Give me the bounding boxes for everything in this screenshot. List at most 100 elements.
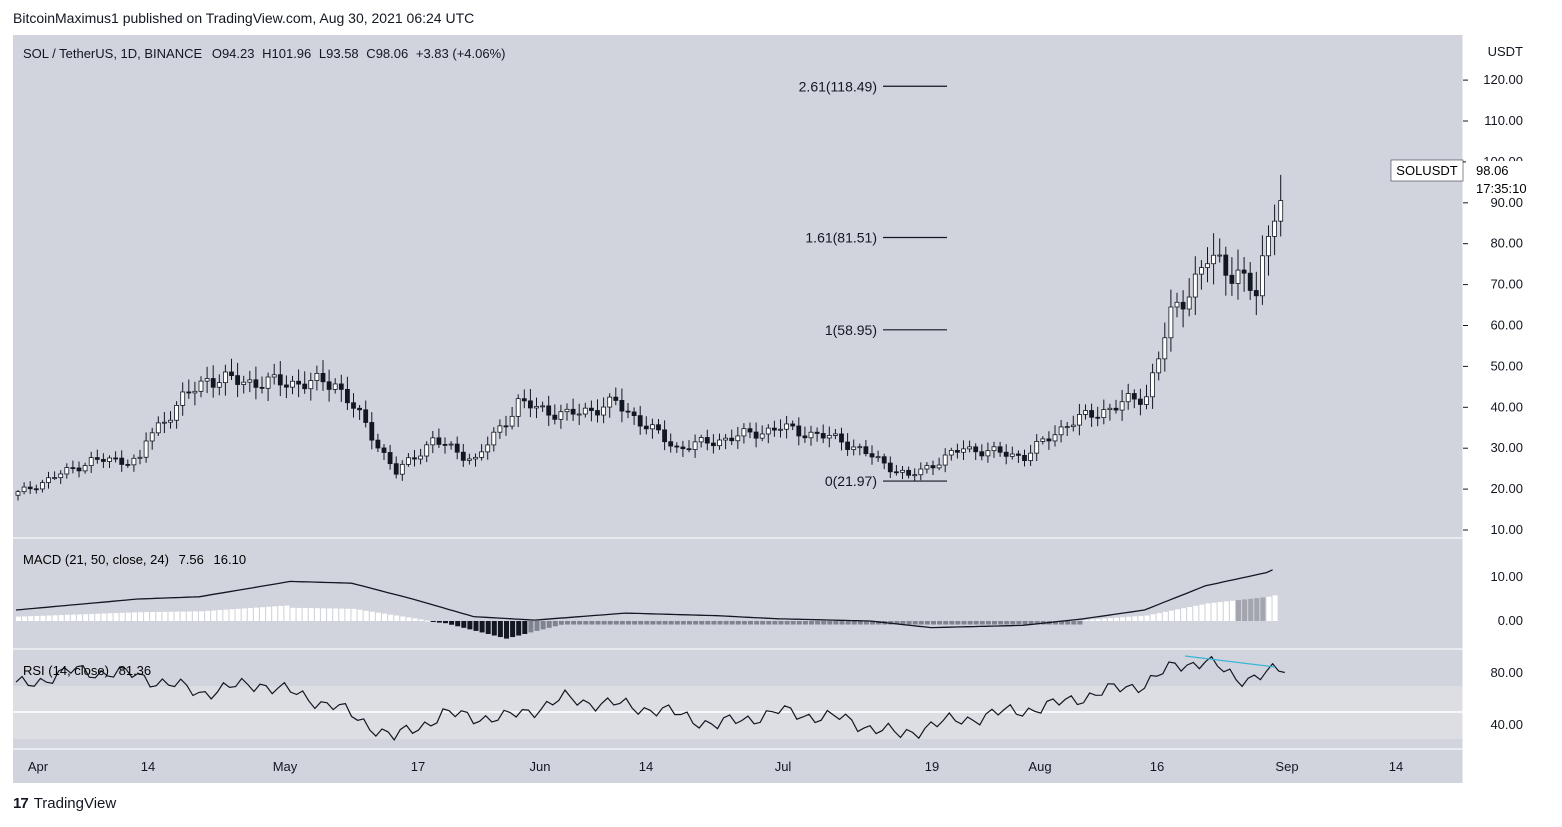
- candle-body: [101, 458, 106, 462]
- macd-histogram-bar: [815, 621, 821, 625]
- candle-body: [826, 435, 832, 439]
- macd-histogram-bar: [613, 621, 619, 625]
- candle-body: [589, 407, 594, 411]
- macd-histogram-bar: [741, 621, 747, 625]
- candle-body: [247, 379, 253, 383]
- macd-histogram-bar: [1272, 595, 1278, 621]
- footer-brand[interactable]: 17 TradingView: [13, 795, 116, 812]
- candle-body: [235, 375, 241, 385]
- macd-histogram-bar: [546, 621, 552, 628]
- candle-body: [1034, 441, 1040, 454]
- candle-body: [528, 400, 533, 409]
- candle-body: [308, 380, 314, 390]
- macd-histogram-bar: [565, 621, 570, 625]
- time-tick-label: 16: [1150, 759, 1164, 774]
- macd-histogram-bar: [711, 621, 717, 625]
- candle-body: [302, 383, 308, 390]
- macd-histogram-bar: [857, 621, 863, 625]
- macd-histogram-bar: [1089, 619, 1095, 621]
- candle-body: [802, 435, 808, 439]
- candle-body: [229, 371, 234, 377]
- candle-body: [1016, 453, 1021, 456]
- candle-body: [259, 386, 265, 389]
- candle-body: [1119, 401, 1125, 411]
- macd-histogram-bar: [168, 611, 174, 621]
- candle-body: [210, 378, 216, 388]
- macd-histogram-bar: [327, 608, 333, 621]
- candle-body: [1199, 267, 1204, 275]
- candle-body: [107, 457, 112, 462]
- candle-body: [698, 437, 704, 443]
- macd-histogram-bar: [571, 621, 577, 625]
- candle-body: [1003, 451, 1009, 457]
- candle-body: [1247, 272, 1253, 291]
- macd-histogram-bar: [253, 607, 259, 621]
- macd-histogram-bar: [199, 611, 204, 621]
- macd-histogram-bar: [1095, 619, 1101, 621]
- candle-body: [784, 423, 789, 430]
- macd-histogram-bar: [601, 621, 607, 625]
- candle-body: [436, 437, 442, 445]
- candle-body: [1022, 454, 1027, 461]
- macd-histogram-bar: [70, 614, 76, 621]
- candle-body: [863, 446, 869, 455]
- macd-histogram-bar: [717, 621, 723, 625]
- candle-body: [900, 469, 905, 473]
- macd-histogram-bar: [516, 621, 522, 636]
- macd-histogram-bar: [632, 621, 638, 625]
- candle-body: [936, 464, 942, 469]
- macd-histogram-bar: [278, 605, 284, 621]
- macd-histogram-bar: [687, 621, 692, 625]
- candle-body: [204, 378, 210, 382]
- candle-body: [21, 486, 27, 493]
- macd-label: MACD (21, 50, close, 24): [23, 552, 169, 567]
- macd-histogram-bar: [424, 620, 430, 622]
- candle-body: [1260, 255, 1265, 297]
- candle-body: [979, 451, 985, 457]
- candle-body: [650, 424, 655, 430]
- candle-body: [662, 429, 667, 443]
- candle-body: [582, 407, 588, 415]
- candle-body: [344, 388, 350, 404]
- candle-body: [393, 463, 399, 475]
- macd-histogram-bar: [668, 621, 674, 625]
- candle-body: [454, 443, 460, 453]
- macd-histogram-bar: [357, 609, 363, 621]
- candle-body: [820, 433, 826, 439]
- macd-histogram-bar: [205, 610, 211, 621]
- macd-histogram-bar: [1223, 601, 1229, 621]
- candle-body: [1217, 254, 1223, 257]
- macd-histogram-bar: [839, 621, 845, 625]
- price-tick-label: 70.00: [1490, 277, 1523, 292]
- candle-body: [1052, 434, 1058, 442]
- time-axis[interactable]: Apr 14 May 17 Jun 14 Jul 19 Aug 16 Sep 14: [28, 759, 1403, 774]
- candle-body: [625, 410, 631, 413]
- candle-body: [1058, 426, 1064, 436]
- candle-body: [717, 439, 722, 447]
- price-tick-label: 10.00: [1490, 522, 1523, 537]
- macd-histogram-bar: [851, 621, 857, 625]
- fib-label: 1.61(81.51): [805, 230, 877, 246]
- price-axis[interactable]: 120.00110.00100.0090.0080.0070.0060.0050…: [1463, 72, 1523, 537]
- macd-histogram-bar: [1004, 621, 1010, 625]
- candle-body: [912, 474, 918, 477]
- candle-body: [168, 419, 173, 423]
- macd-histogram-bar: [266, 606, 272, 621]
- time-tick-label: Aug: [1028, 759, 1051, 774]
- macd-histogram-bar: [388, 614, 394, 621]
- macd-pane: 10.00 0.00: [15, 569, 1523, 639]
- candle-body: [619, 400, 625, 412]
- candle-body: [363, 409, 369, 423]
- macd-histogram-bar: [973, 621, 979, 625]
- macd-histogram-bar: [735, 621, 741, 625]
- candle-body: [1009, 453, 1015, 457]
- macd-histogram-bar: [595, 621, 601, 625]
- candle-body: [399, 463, 405, 475]
- candle-body: [94, 457, 100, 460]
- macd-histogram-bar: [229, 609, 235, 621]
- macd-histogram-bar: [1236, 600, 1241, 621]
- macd-histogram-bar: [796, 621, 802, 625]
- candle-body: [174, 404, 180, 421]
- macd-histogram-bar: [1107, 618, 1113, 621]
